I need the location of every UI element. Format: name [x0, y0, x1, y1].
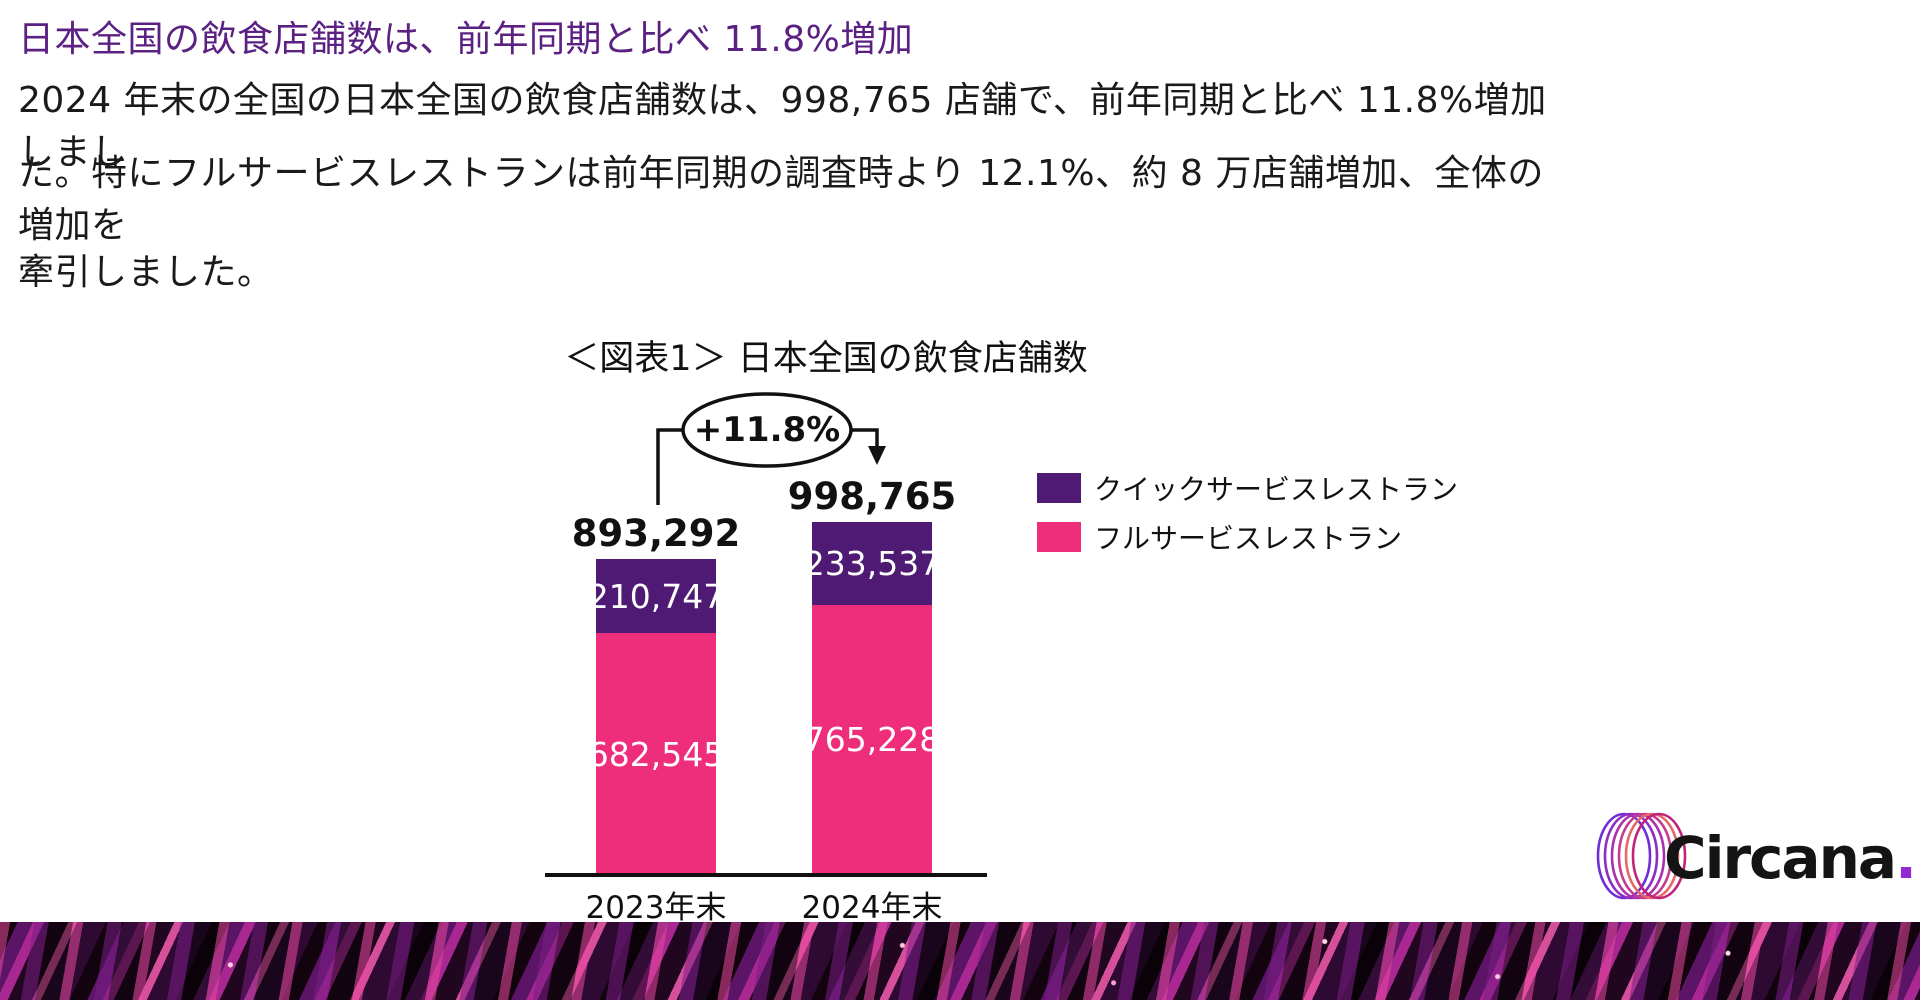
body-line: 牽引しました。 [18, 251, 274, 293]
circana-logo-rings-icon [1596, 812, 1687, 900]
logo-text: Circana [1664, 824, 1897, 892]
decorative-footer-banner [0, 922, 1920, 1000]
chart-title: ＜図表1＞ 日本全国の飲食店舗数 [564, 339, 1088, 379]
bar-segment: 682,545 [596, 633, 716, 875]
bar-total-label: 893,292 [571, 512, 741, 556]
legend-swatch-quick-service [1037, 473, 1081, 503]
x-axis-label: 2024年末 [801, 890, 943, 926]
increase-annotation: +11.8% [693, 410, 841, 450]
bar-segment: 210,747 [596, 559, 716, 634]
body-paragraph: 2024 年末の全国の日本全国の飲食店舗数は、998,765 店舗で、前年同期と… [18, 79, 1578, 305]
legend-label: フルサービスレストラン [1094, 522, 1403, 555]
circana-logo: Circana. [1594, 810, 1917, 910]
body-line: た。特にフルサービスレストランは前年同期の調査時より 12.1%、約 8 万店舗… [18, 152, 1544, 246]
bar-segment: 233,537 [812, 522, 932, 605]
legend-swatch-full-service [1037, 522, 1081, 552]
bar-total-label: 998,765 [787, 475, 957, 518]
x-axis-line [545, 873, 987, 877]
segment-value-label: 233,537 [812, 543, 932, 583]
arrowhead-icon [868, 446, 886, 465]
body-line: 2024 年末の全国の日本全国の飲食店舗数は、998,765 店舗で、前年同期と… [18, 79, 1547, 173]
chart-legend: クイックサービスレストラン フルサービスレストラン [1037, 468, 1458, 566]
bar-2024年末: 233,537 765,228 [812, 522, 932, 875]
logo-dot: . [1895, 824, 1918, 892]
page-title: 日本全国の飲食店舗数は、前年同期と比べ 11.8%増加 [18, 19, 914, 60]
segment-value-label: 682,545 [596, 734, 716, 774]
legend-item-full-service: フルサービスレストラン [1037, 517, 1458, 557]
x-axis-label: 2023年末 [585, 890, 727, 926]
increase-bracket-arrow [656, 392, 886, 505]
legend-item-quick-service: クイックサービスレストラン [1037, 468, 1458, 508]
bar-2023年末: 210,747 682,545 [596, 559, 716, 875]
legend-label: クイックサービスレストラン [1094, 473, 1459, 506]
segment-value-label: 210,747 [596, 576, 716, 616]
circana-wordmark: Circana. [1664, 824, 1917, 892]
bar-segment: 765,228 [812, 604, 932, 875]
segment-value-label: 765,228 [812, 720, 932, 760]
